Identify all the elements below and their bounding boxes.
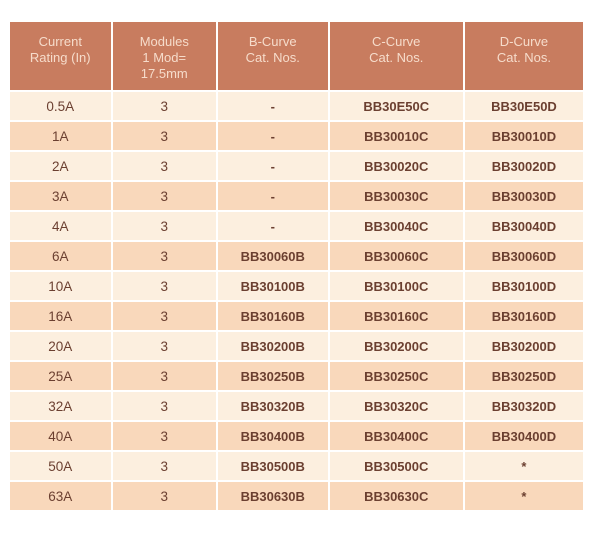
table-row: 2A 3 - BB30020C BB30020D <box>10 152 583 180</box>
cell-b-curve: BB30320B <box>217 392 328 420</box>
cell-current-rating: 16A <box>10 302 111 330</box>
cell-d-curve: BB30E50D <box>464 92 583 120</box>
cell-d-curve: BB30400D <box>464 422 583 450</box>
catalog-table-container: Current Rating (In) Modules 1 Mod= 17.5m… <box>8 20 585 512</box>
cell-d-curve: BB30040D <box>464 212 583 240</box>
table-row: 16A 3 BB30160B BB30160C BB30160D <box>10 302 583 330</box>
header-row: Current Rating (In) Modules 1 Mod= 17.5m… <box>10 22 583 90</box>
column-header-modules: Modules 1 Mod= 17.5mm <box>112 22 216 90</box>
cell-current-rating: 1A <box>10 122 111 150</box>
cell-c-curve: BB30020C <box>329 152 463 180</box>
table-row: 4A 3 - BB30040C BB30040D <box>10 212 583 240</box>
cell-c-curve: BB30630C <box>329 482 463 510</box>
table-row: 25A 3 BB30250B BB30250C BB30250D <box>10 362 583 390</box>
cell-d-curve: BB30160D <box>464 302 583 330</box>
cell-b-curve: - <box>217 152 328 180</box>
cell-current-rating: 32A <box>10 392 111 420</box>
cell-current-rating: 50A <box>10 452 111 480</box>
cell-b-curve: - <box>217 92 328 120</box>
table-body: 0.5A 3 - BB30E50C BB30E50D 1A 3 - BB3001… <box>10 92 583 510</box>
cell-b-curve: - <box>217 182 328 210</box>
table-row: 20A 3 BB30200B BB30200C BB30200D <box>10 332 583 360</box>
cell-modules: 3 <box>112 242 216 270</box>
table-row: 6A 3 BB30060B BB30060C BB30060D <box>10 242 583 270</box>
cell-modules: 3 <box>112 332 216 360</box>
cell-c-curve: BB30100C <box>329 272 463 300</box>
table-row: 3A 3 - BB30030C BB30030D <box>10 182 583 210</box>
cell-modules: 3 <box>112 452 216 480</box>
catalog-table: Current Rating (In) Modules 1 Mod= 17.5m… <box>8 20 585 512</box>
cell-c-curve: BB30200C <box>329 332 463 360</box>
cell-modules: 3 <box>112 92 216 120</box>
cell-c-curve: BB30040C <box>329 212 463 240</box>
cell-current-rating: 63A <box>10 482 111 510</box>
table-row: 1A 3 - BB30010C BB30010D <box>10 122 583 150</box>
cell-c-curve: BB30060C <box>329 242 463 270</box>
cell-c-curve: BB30500C <box>329 452 463 480</box>
table-row: 40A 3 BB30400B BB30400C BB30400D <box>10 422 583 450</box>
cell-current-rating: 40A <box>10 422 111 450</box>
cell-b-curve: BB30250B <box>217 362 328 390</box>
cell-modules: 3 <box>112 272 216 300</box>
table-row: 63A 3 BB30630B BB30630C * <box>10 482 583 510</box>
cell-c-curve: BB30250C <box>329 362 463 390</box>
column-header-c-curve: C-Curve Cat. Nos. <box>329 22 463 90</box>
cell-b-curve: BB30160B <box>217 302 328 330</box>
cell-c-curve: BB30010C <box>329 122 463 150</box>
cell-current-rating: 0.5A <box>10 92 111 120</box>
cell-b-curve: BB30500B <box>217 452 328 480</box>
table-row: 0.5A 3 - BB30E50C BB30E50D <box>10 92 583 120</box>
cell-d-curve: BB30010D <box>464 122 583 150</box>
table-row: 10A 3 BB30100B BB30100C BB30100D <box>10 272 583 300</box>
column-header-current-rating: Current Rating (In) <box>10 22 111 90</box>
cell-modules: 3 <box>112 122 216 150</box>
cell-b-curve: - <box>217 212 328 240</box>
cell-c-curve: BB30E50C <box>329 92 463 120</box>
cell-c-curve: BB30400C <box>329 422 463 450</box>
cell-modules: 3 <box>112 392 216 420</box>
cell-current-rating: 20A <box>10 332 111 360</box>
cell-modules: 3 <box>112 362 216 390</box>
cell-c-curve: BB30030C <box>329 182 463 210</box>
cell-c-curve: BB30320C <box>329 392 463 420</box>
cell-d-curve: BB30060D <box>464 242 583 270</box>
cell-current-rating: 2A <box>10 152 111 180</box>
cell-b-curve: BB30200B <box>217 332 328 360</box>
cell-current-rating: 3A <box>10 182 111 210</box>
cell-b-curve: BB30100B <box>217 272 328 300</box>
cell-b-curve: - <box>217 122 328 150</box>
cell-current-rating: 25A <box>10 362 111 390</box>
table-row: 32A 3 BB30320B BB30320C BB30320D <box>10 392 583 420</box>
cell-modules: 3 <box>112 152 216 180</box>
table-header: Current Rating (In) Modules 1 Mod= 17.5m… <box>10 22 583 90</box>
column-header-d-curve: D-Curve Cat. Nos. <box>464 22 583 90</box>
cell-d-curve: BB30030D <box>464 182 583 210</box>
cell-c-curve: BB30160C <box>329 302 463 330</box>
table-row: 50A 3 BB30500B BB30500C * <box>10 452 583 480</box>
cell-b-curve: BB30630B <box>217 482 328 510</box>
cell-d-curve: * <box>464 482 583 510</box>
cell-modules: 3 <box>112 302 216 330</box>
cell-d-curve: BB30200D <box>464 332 583 360</box>
cell-modules: 3 <box>112 212 216 240</box>
cell-d-curve: * <box>464 452 583 480</box>
cell-b-curve: BB30060B <box>217 242 328 270</box>
cell-d-curve: BB30320D <box>464 392 583 420</box>
cell-modules: 3 <box>112 182 216 210</box>
column-header-b-curve: B-Curve Cat. Nos. <box>217 22 328 90</box>
cell-current-rating: 6A <box>10 242 111 270</box>
cell-d-curve: BB30020D <box>464 152 583 180</box>
cell-modules: 3 <box>112 482 216 510</box>
cell-current-rating: 4A <box>10 212 111 240</box>
cell-d-curve: BB30250D <box>464 362 583 390</box>
cell-b-curve: BB30400B <box>217 422 328 450</box>
cell-modules: 3 <box>112 422 216 450</box>
cell-current-rating: 10A <box>10 272 111 300</box>
cell-d-curve: BB30100D <box>464 272 583 300</box>
